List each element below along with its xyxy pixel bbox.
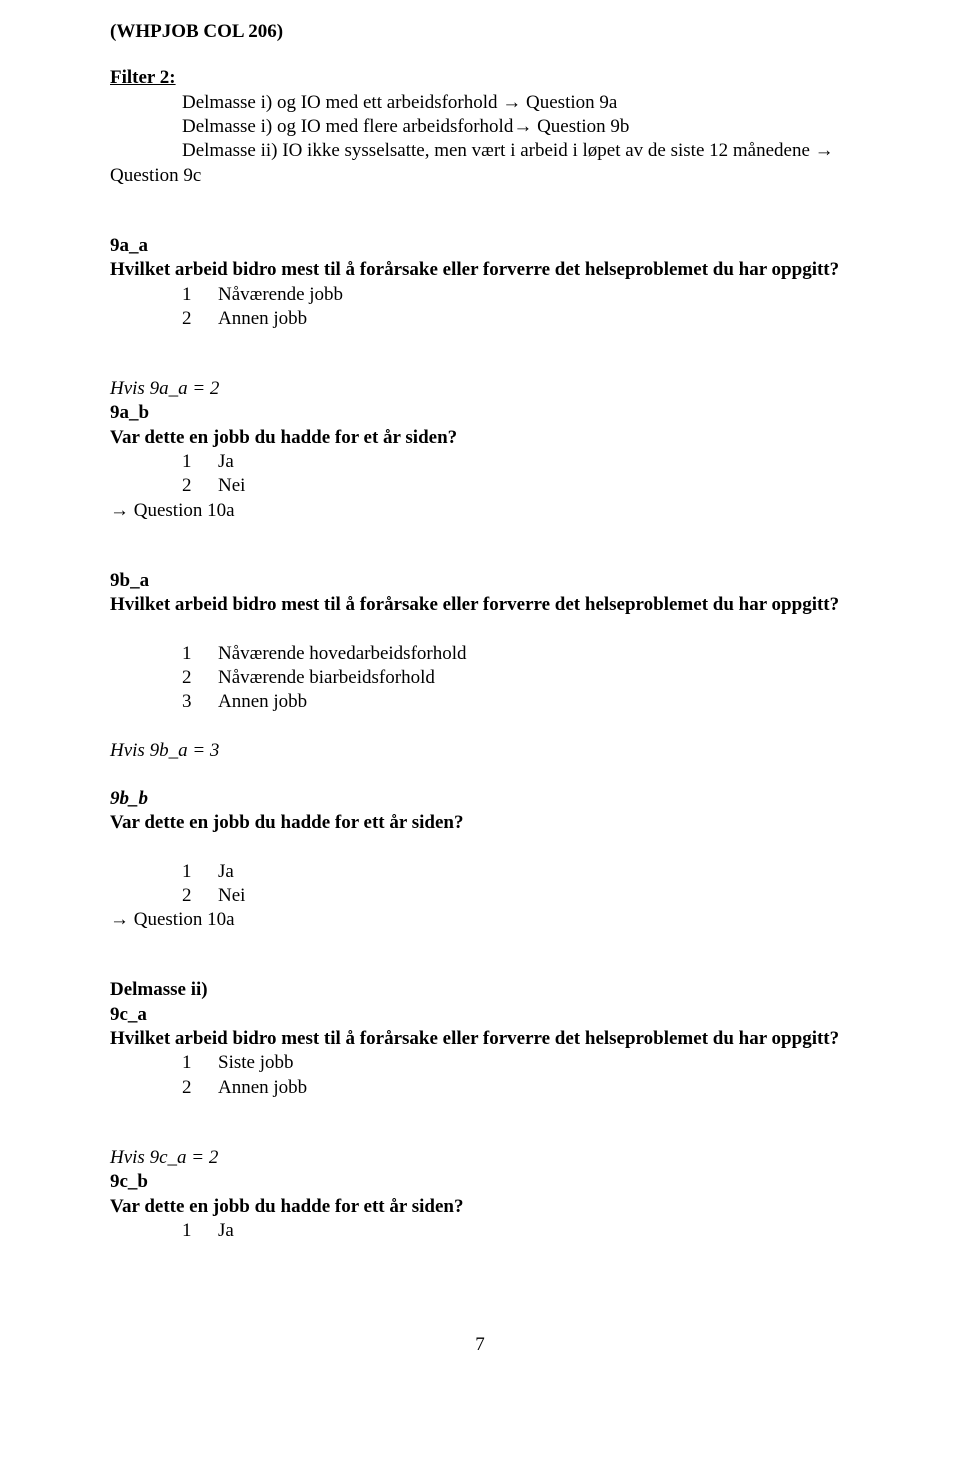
- filter2-line2: Delmasse i) og IO med flere arbeidsforho…: [182, 115, 850, 139]
- q9a_b-goto: → Question 10a: [110, 499, 850, 523]
- q9a_b-question: Var dette en jobb du hadde for et år sid…: [110, 426, 850, 450]
- q9b_b-question: Var dette en jobb du hadde for ett år si…: [110, 811, 850, 835]
- opt-num: 1: [182, 1219, 218, 1243]
- q9a_a-question: Hvilket arbeid bidro mest til å forårsak…: [110, 258, 850, 282]
- opt-num: 1: [182, 860, 218, 884]
- q9b_a-opt2: 2 Nåværende biarbeidsforhold: [182, 666, 850, 690]
- q9c_a-heading: Delmasse ii): [110, 978, 850, 1002]
- opt-num: 1: [182, 1051, 218, 1075]
- q9a_b-opt1: 1 Ja: [182, 450, 850, 474]
- opt-text: Nei: [218, 474, 245, 498]
- opt-num: 2: [182, 884, 218, 908]
- q9a_a-opt1: 1 Nåværende jobb: [182, 283, 850, 307]
- q9b_b-label: 9b_b: [110, 787, 850, 811]
- opt-text: Ja: [218, 1219, 234, 1243]
- opt-num: 2: [182, 1076, 218, 1100]
- opt-num: 3: [182, 690, 218, 714]
- opt-text: Ja: [218, 450, 234, 474]
- q9c_b-cond: Hvis 9c_a = 2: [110, 1146, 850, 1170]
- q9b_b-opt2: 2 Nei: [182, 884, 850, 908]
- opt-text: Annen jobb: [218, 307, 307, 331]
- q9c_a-label: 9c_a: [110, 1003, 850, 1027]
- opt-text: Annen jobb: [218, 690, 307, 714]
- page-number: 7: [110, 1333, 850, 1357]
- opt-num: 2: [182, 307, 218, 331]
- filter2-line3b: Question 9c: [110, 164, 850, 188]
- opt-text: Nåværende biarbeidsforhold: [218, 666, 435, 690]
- q9b_a-opt3: 3 Annen jobb: [182, 690, 850, 714]
- q9c_a-opt1: 1 Siste jobb: [182, 1051, 850, 1075]
- q9b_b-cond: Hvis 9b_a = 3: [110, 739, 850, 763]
- q9a_b-opt2: 2 Nei: [182, 474, 850, 498]
- opt-text: Nåværende hovedarbeidsforhold: [218, 642, 467, 666]
- opt-num: 1: [182, 450, 218, 474]
- q9b_a-question: Hvilket arbeid bidro mest til å forårsak…: [110, 593, 850, 617]
- q9b_a-opt1: 1 Nåværende hovedarbeidsforhold: [182, 642, 850, 666]
- opt-num: 2: [182, 474, 218, 498]
- q9a_b-cond: Hvis 9a_a = 2: [110, 377, 850, 401]
- opt-text: Nåværende jobb: [218, 283, 343, 307]
- q9c_a-opt2: 2 Annen jobb: [182, 1076, 850, 1100]
- q9a_a-opt2: 2 Annen jobb: [182, 307, 850, 331]
- q9c_a-question: Hvilket arbeid bidro mest til å forårsak…: [110, 1027, 850, 1051]
- opt-num: 2: [182, 666, 218, 690]
- opt-text: Siste jobb: [218, 1051, 293, 1075]
- opt-text: Ja: [218, 860, 234, 884]
- q9c_b-question: Var dette en jobb du hadde for ett år si…: [110, 1195, 850, 1219]
- whpjob-header: (WHPJOB COL 206): [110, 20, 850, 44]
- q9b_b-goto: → Question 10a: [110, 908, 850, 932]
- opt-num: 1: [182, 642, 218, 666]
- filter2-line3a: Delmasse ii) IO ikke sysselsatte, men væ…: [182, 139, 850, 163]
- opt-num: 1: [182, 283, 218, 307]
- filter2-line1: Delmasse i) og IO med ett arbeidsforhold…: [182, 91, 850, 115]
- opt-text: Annen jobb: [218, 1076, 307, 1100]
- q9a_b-label: 9a_b: [110, 401, 850, 425]
- q9b_a-label: 9b_a: [110, 569, 850, 593]
- q9c_b-label: 9c_b: [110, 1170, 850, 1194]
- q9b_b-opt1: 1 Ja: [182, 860, 850, 884]
- opt-text: Nei: [218, 884, 245, 908]
- q9c_b-opt1: 1 Ja: [182, 1219, 850, 1243]
- filter2-title: Filter 2:: [110, 66, 850, 90]
- q9a_a-label: 9a_a: [110, 234, 850, 258]
